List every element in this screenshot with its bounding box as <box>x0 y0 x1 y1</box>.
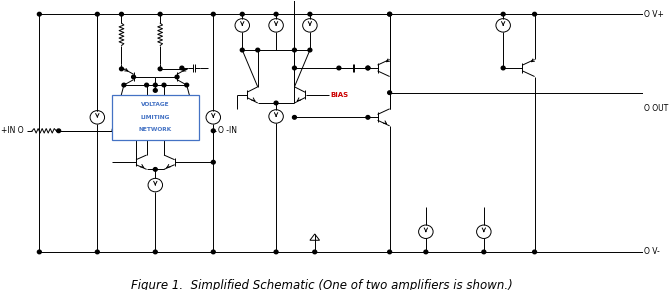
Circle shape <box>180 66 184 70</box>
Circle shape <box>292 115 296 119</box>
Text: O OUT: O OUT <box>644 104 668 113</box>
Circle shape <box>388 12 391 16</box>
Circle shape <box>132 75 136 79</box>
Circle shape <box>366 66 370 70</box>
Circle shape <box>96 250 99 254</box>
Circle shape <box>57 129 61 133</box>
Circle shape <box>153 89 157 92</box>
Circle shape <box>153 250 157 254</box>
Circle shape <box>256 48 260 52</box>
Circle shape <box>308 48 312 52</box>
Circle shape <box>308 12 312 16</box>
Circle shape <box>366 115 370 119</box>
Circle shape <box>366 66 370 70</box>
Circle shape <box>96 12 99 16</box>
FancyBboxPatch shape <box>112 95 199 140</box>
Circle shape <box>501 66 505 70</box>
Circle shape <box>120 12 123 16</box>
Circle shape <box>274 12 278 16</box>
Circle shape <box>158 12 162 16</box>
Text: O V-: O V- <box>644 247 660 256</box>
Circle shape <box>37 250 41 254</box>
Circle shape <box>120 67 123 71</box>
Circle shape <box>162 83 166 87</box>
Circle shape <box>313 250 316 254</box>
Circle shape <box>122 83 126 87</box>
Circle shape <box>274 250 278 254</box>
Text: +IN O: +IN O <box>1 126 23 135</box>
Text: NETWORK: NETWORK <box>138 127 172 133</box>
Circle shape <box>501 12 505 16</box>
Circle shape <box>240 48 244 52</box>
Text: BIAS: BIAS <box>330 92 349 98</box>
Circle shape <box>533 12 537 16</box>
Circle shape <box>292 66 296 70</box>
Text: Figure 1.  Simplified Schematic (One of two amplifiers is shown.): Figure 1. Simplified Schematic (One of t… <box>131 279 513 290</box>
Text: LIMITING: LIMITING <box>140 115 170 120</box>
Circle shape <box>211 160 215 164</box>
Circle shape <box>185 83 189 87</box>
Circle shape <box>240 12 244 16</box>
Circle shape <box>388 12 391 16</box>
Circle shape <box>211 250 215 254</box>
Circle shape <box>175 75 179 79</box>
Text: VOLTAGE: VOLTAGE <box>141 102 170 107</box>
Circle shape <box>482 250 486 254</box>
Text: O -IN: O -IN <box>218 126 237 135</box>
Circle shape <box>388 91 391 95</box>
Circle shape <box>274 101 278 105</box>
Circle shape <box>153 168 157 171</box>
Circle shape <box>153 83 157 87</box>
Circle shape <box>145 83 149 87</box>
Circle shape <box>388 250 391 254</box>
Circle shape <box>424 250 427 254</box>
Circle shape <box>337 66 341 70</box>
Circle shape <box>211 129 215 133</box>
Circle shape <box>211 12 215 16</box>
Text: O V+: O V+ <box>644 10 664 19</box>
Circle shape <box>37 12 41 16</box>
Circle shape <box>292 48 296 52</box>
Circle shape <box>533 250 537 254</box>
Circle shape <box>158 67 162 71</box>
